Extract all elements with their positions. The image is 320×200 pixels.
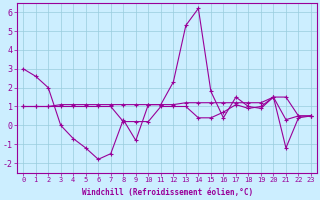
X-axis label: Windchill (Refroidissement éolien,°C): Windchill (Refroidissement éolien,°C) xyxy=(82,188,253,197)
